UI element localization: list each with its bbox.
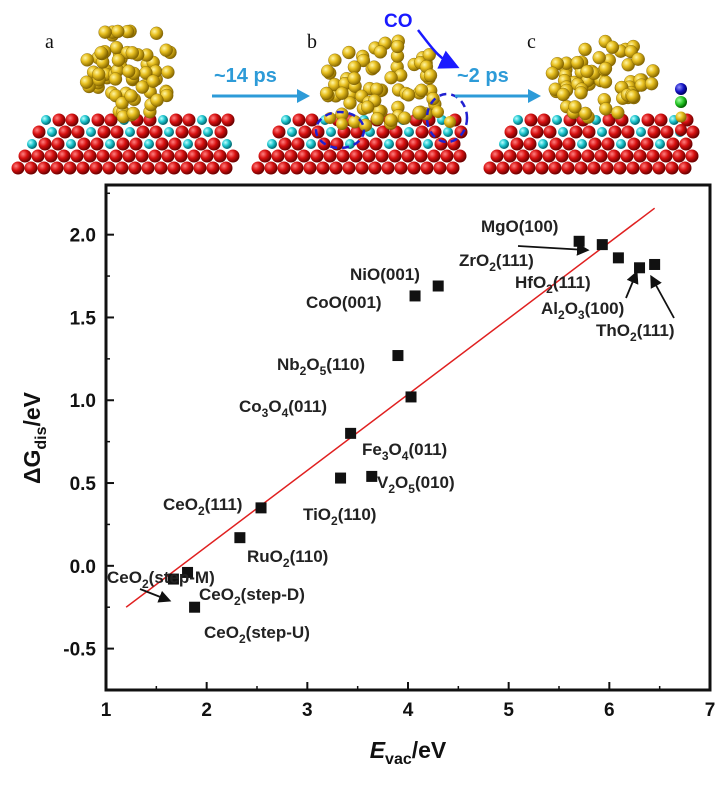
data-point-marker [335, 472, 347, 484]
point-label: CeO2(step-M) [107, 568, 215, 591]
point-label: HfO2(111) [515, 273, 591, 296]
data-point-marker [634, 262, 646, 274]
data-point-marker [234, 532, 246, 544]
point-label: Nb2O5(110) [277, 355, 365, 378]
interface-highlight-left [314, 110, 366, 150]
x-axis-subscript: vac [385, 751, 412, 768]
point-label: CeO2(111) [163, 495, 242, 518]
gold-cluster [545, 34, 660, 124]
y-tick-labels: -0.5 0.0 0.5 1.0 1.5 2.0 [63, 226, 96, 661]
time-label-2ps: ~2 ps [457, 65, 509, 87]
gold-clusters [79, 24, 687, 136]
data-point-marker [409, 290, 421, 302]
x-tick-label: 2 [201, 700, 212, 721]
pointer-zro2 [517, 243, 590, 256]
point-label: MgO(100) [481, 217, 558, 236]
interface-highlight-right [425, 92, 469, 144]
point-label: CeO2(step-U) [204, 623, 310, 646]
point-label: CeO2(step-D) [199, 585, 305, 608]
data-point-marker [405, 391, 417, 403]
point-label: RuO2(110) [247, 547, 328, 570]
x-axis-title: Evac/eV [370, 737, 447, 768]
point-label: Fe3O4(011) [362, 440, 447, 463]
y-tick-label: -0.5 [63, 640, 96, 661]
pointer-ceo2-step-m [139, 588, 172, 603]
support-atom [675, 124, 687, 136]
data-point-marker [596, 239, 608, 251]
point-label: ZrO2(111) [459, 251, 534, 274]
point-label: Co3O4(011) [239, 397, 327, 420]
data-point-marker [432, 280, 444, 292]
x-tick-label: 5 [503, 700, 514, 721]
pointer-tho2 [650, 274, 675, 319]
x-tick-label: 6 [604, 700, 615, 721]
x-tick-label: 4 [403, 700, 414, 721]
y-tick-label: 2.0 [70, 226, 96, 247]
y-axis-subscript: dis [33, 426, 50, 449]
x-tick-label: 3 [302, 700, 313, 721]
panel-letter-c: c [527, 31, 536, 53]
data-point-marker [392, 350, 404, 362]
data-point-marker [345, 427, 357, 439]
y-tick-label: 1.0 [70, 391, 96, 412]
x-axis-symbol: E [370, 737, 386, 763]
point-label: NiO(001) [350, 265, 420, 284]
data-point-marker [255, 502, 267, 514]
x-tick-label: 1 [101, 700, 112, 721]
data-point-marker [182, 566, 194, 578]
time-label-14ps: ~14 ps [214, 65, 277, 87]
axis-ticks [105, 192, 711, 690]
point-label: TiO2(110) [303, 505, 376, 528]
data-point-marker [612, 252, 624, 264]
panel-letter-b: b [307, 31, 317, 53]
co-approach-arrow [417, 29, 460, 69]
point-label: ThO2(111) [596, 321, 675, 344]
linear-fit-line [125, 207, 656, 608]
data-point-marker [366, 470, 378, 482]
gold-atom [336, 118, 348, 130]
y-tick-label: 0.5 [70, 474, 97, 495]
co-label: CO [384, 11, 413, 32]
y-axis-unit: /eV [19, 391, 45, 426]
y-tick-label: 1.5 [70, 308, 97, 329]
x-axis-unit: /eV [412, 737, 447, 763]
data-point-marker [167, 573, 179, 585]
oxide-slab [483, 113, 700, 175]
data-point-marker [649, 258, 661, 270]
panel-letter-a: a [45, 31, 54, 53]
gold-cluster [319, 34, 442, 132]
point-label: CoO(001) [306, 293, 382, 312]
data-point-marker [189, 601, 201, 613]
data-markers [167, 235, 661, 613]
gold-cluster [79, 24, 177, 124]
x-tick-labels: 1 2 3 4 5 6 7 [101, 700, 716, 721]
simulation-panels: a b c ~14 ps ~2 ps CO [11, 11, 700, 175]
y-axis-symbol: ΔG [19, 450, 45, 484]
gold-atom [432, 106, 444, 118]
pointer-al2o3 [625, 270, 639, 299]
x-tick-label: 7 [705, 700, 716, 721]
data-point-marker [573, 235, 585, 247]
point-label: Al2O3(100) [541, 299, 624, 322]
co-molecule [675, 83, 687, 123]
y-axis-title: ΔGdis/eV [19, 391, 50, 484]
gold-atom [444, 116, 456, 128]
label-pointer-arrows [139, 243, 675, 603]
y-tick-label: 0.0 [70, 557, 96, 578]
point-label: V2O5(010) [377, 473, 455, 496]
point-labels: MgO(100) ZrO2(111)HfO2(111) Al2O3(100)ThO2… [107, 217, 675, 646]
arrow-a-to-b-head [297, 89, 310, 103]
arrow-b-to-c-head [528, 89, 541, 103]
